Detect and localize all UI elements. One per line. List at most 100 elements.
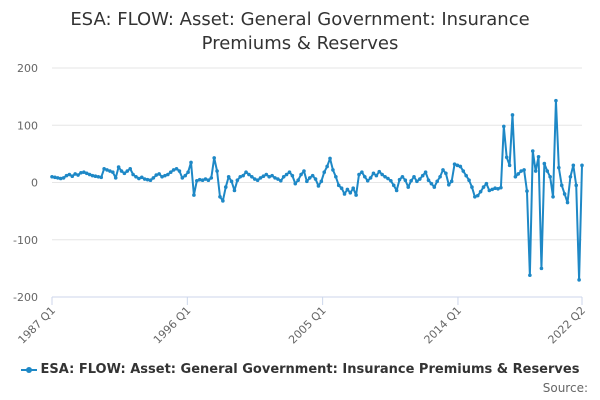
data-point (82, 170, 86, 174)
data-point (316, 184, 321, 188)
data-point (539, 266, 544, 271)
data-point (438, 174, 442, 179)
data-point (55, 176, 60, 180)
legend-line-marker-icon (20, 365, 37, 375)
data-point (139, 175, 144, 180)
chart-title-line-2: Premiums & Reserves (201, 33, 399, 54)
data-point (481, 185, 486, 189)
data-point (163, 173, 167, 178)
legend[interactable]: ESA: FLOW: Asset: General Government: In… (0, 362, 600, 377)
data-point (397, 177, 402, 182)
data-point (267, 174, 272, 179)
data-point (368, 176, 373, 180)
y-tick-label: 100 (17, 119, 38, 132)
data-point (255, 178, 260, 183)
data-point (360, 170, 364, 174)
data-point (125, 169, 130, 173)
data-point (116, 165, 121, 169)
data-point (429, 181, 434, 186)
data-point (380, 172, 384, 177)
data-point (554, 98, 558, 103)
data-point (342, 192, 347, 196)
data-point (58, 176, 63, 181)
data-point (93, 174, 98, 178)
data-point (432, 185, 437, 189)
data-point (296, 178, 300, 183)
data-point (235, 178, 240, 183)
x-tick-label: 2014 Q1 (422, 304, 465, 347)
y-tick-label: -100 (13, 234, 38, 247)
data-point (383, 174, 387, 179)
data-point (137, 176, 141, 181)
data-point (365, 178, 370, 183)
data-point (449, 179, 454, 184)
data-point (374, 173, 379, 178)
data-point (354, 193, 358, 197)
data-point (154, 173, 159, 177)
data-point (307, 176, 312, 180)
data-point (542, 161, 547, 166)
data-point (76, 173, 80, 177)
data-point (507, 163, 512, 168)
data-point (105, 168, 109, 172)
data-point (90, 173, 95, 178)
data-point (568, 174, 573, 179)
chart-title-line-1: ESA: FLOW: Asset: General Government: In… (70, 9, 530, 30)
data-point (232, 188, 237, 193)
data-point (423, 170, 428, 174)
data-point (577, 278, 581, 282)
data-point (189, 160, 193, 165)
data-point (386, 176, 390, 181)
data-point (67, 172, 72, 177)
data-point (250, 174, 254, 179)
data-point (50, 174, 54, 179)
data-point (264, 172, 269, 177)
data-point (79, 170, 83, 175)
data-point (441, 168, 445, 172)
data-point (108, 169, 112, 173)
data-point (258, 176, 263, 180)
data-point (223, 185, 228, 189)
data-point (478, 189, 483, 194)
data-point (557, 165, 561, 170)
data-point (458, 164, 463, 169)
data-point (293, 181, 298, 186)
x-axis: 1987 Q1 1996 Q1 2005 Q1 2014 Q1 2022 Q2 (16, 296, 589, 347)
data-point (61, 176, 66, 180)
data-point (464, 173, 468, 178)
data-point (400, 174, 405, 179)
source-label: Source: (542, 381, 588, 395)
data-point (533, 169, 538, 173)
data-point (545, 169, 550, 173)
data-point (206, 178, 211, 183)
data-point (64, 173, 69, 178)
data-point (218, 195, 222, 199)
data-point (299, 172, 303, 177)
data-point (244, 170, 248, 174)
data-point (166, 172, 170, 177)
data-point (496, 187, 500, 191)
data-point (513, 174, 518, 179)
data-point (119, 169, 124, 173)
data-point (559, 183, 564, 188)
data-point (580, 163, 584, 168)
data-point (467, 178, 471, 183)
data-point (197, 177, 202, 182)
data-point (273, 176, 277, 180)
data-point (339, 186, 344, 191)
data-point (142, 177, 147, 181)
data-point (102, 166, 106, 171)
data-point (261, 174, 266, 178)
data-point (345, 187, 350, 192)
data-point (168, 170, 173, 174)
data-point (565, 200, 570, 205)
data-point (435, 179, 439, 184)
data-point (406, 185, 411, 189)
data-point (499, 185, 503, 190)
data-point (377, 169, 382, 174)
data-point (391, 183, 396, 188)
x-tick-label: 2022 Q2 (546, 304, 589, 347)
data-point (111, 170, 115, 174)
data-point (415, 179, 419, 184)
x-tick-label: 2005 Q1 (286, 304, 329, 347)
